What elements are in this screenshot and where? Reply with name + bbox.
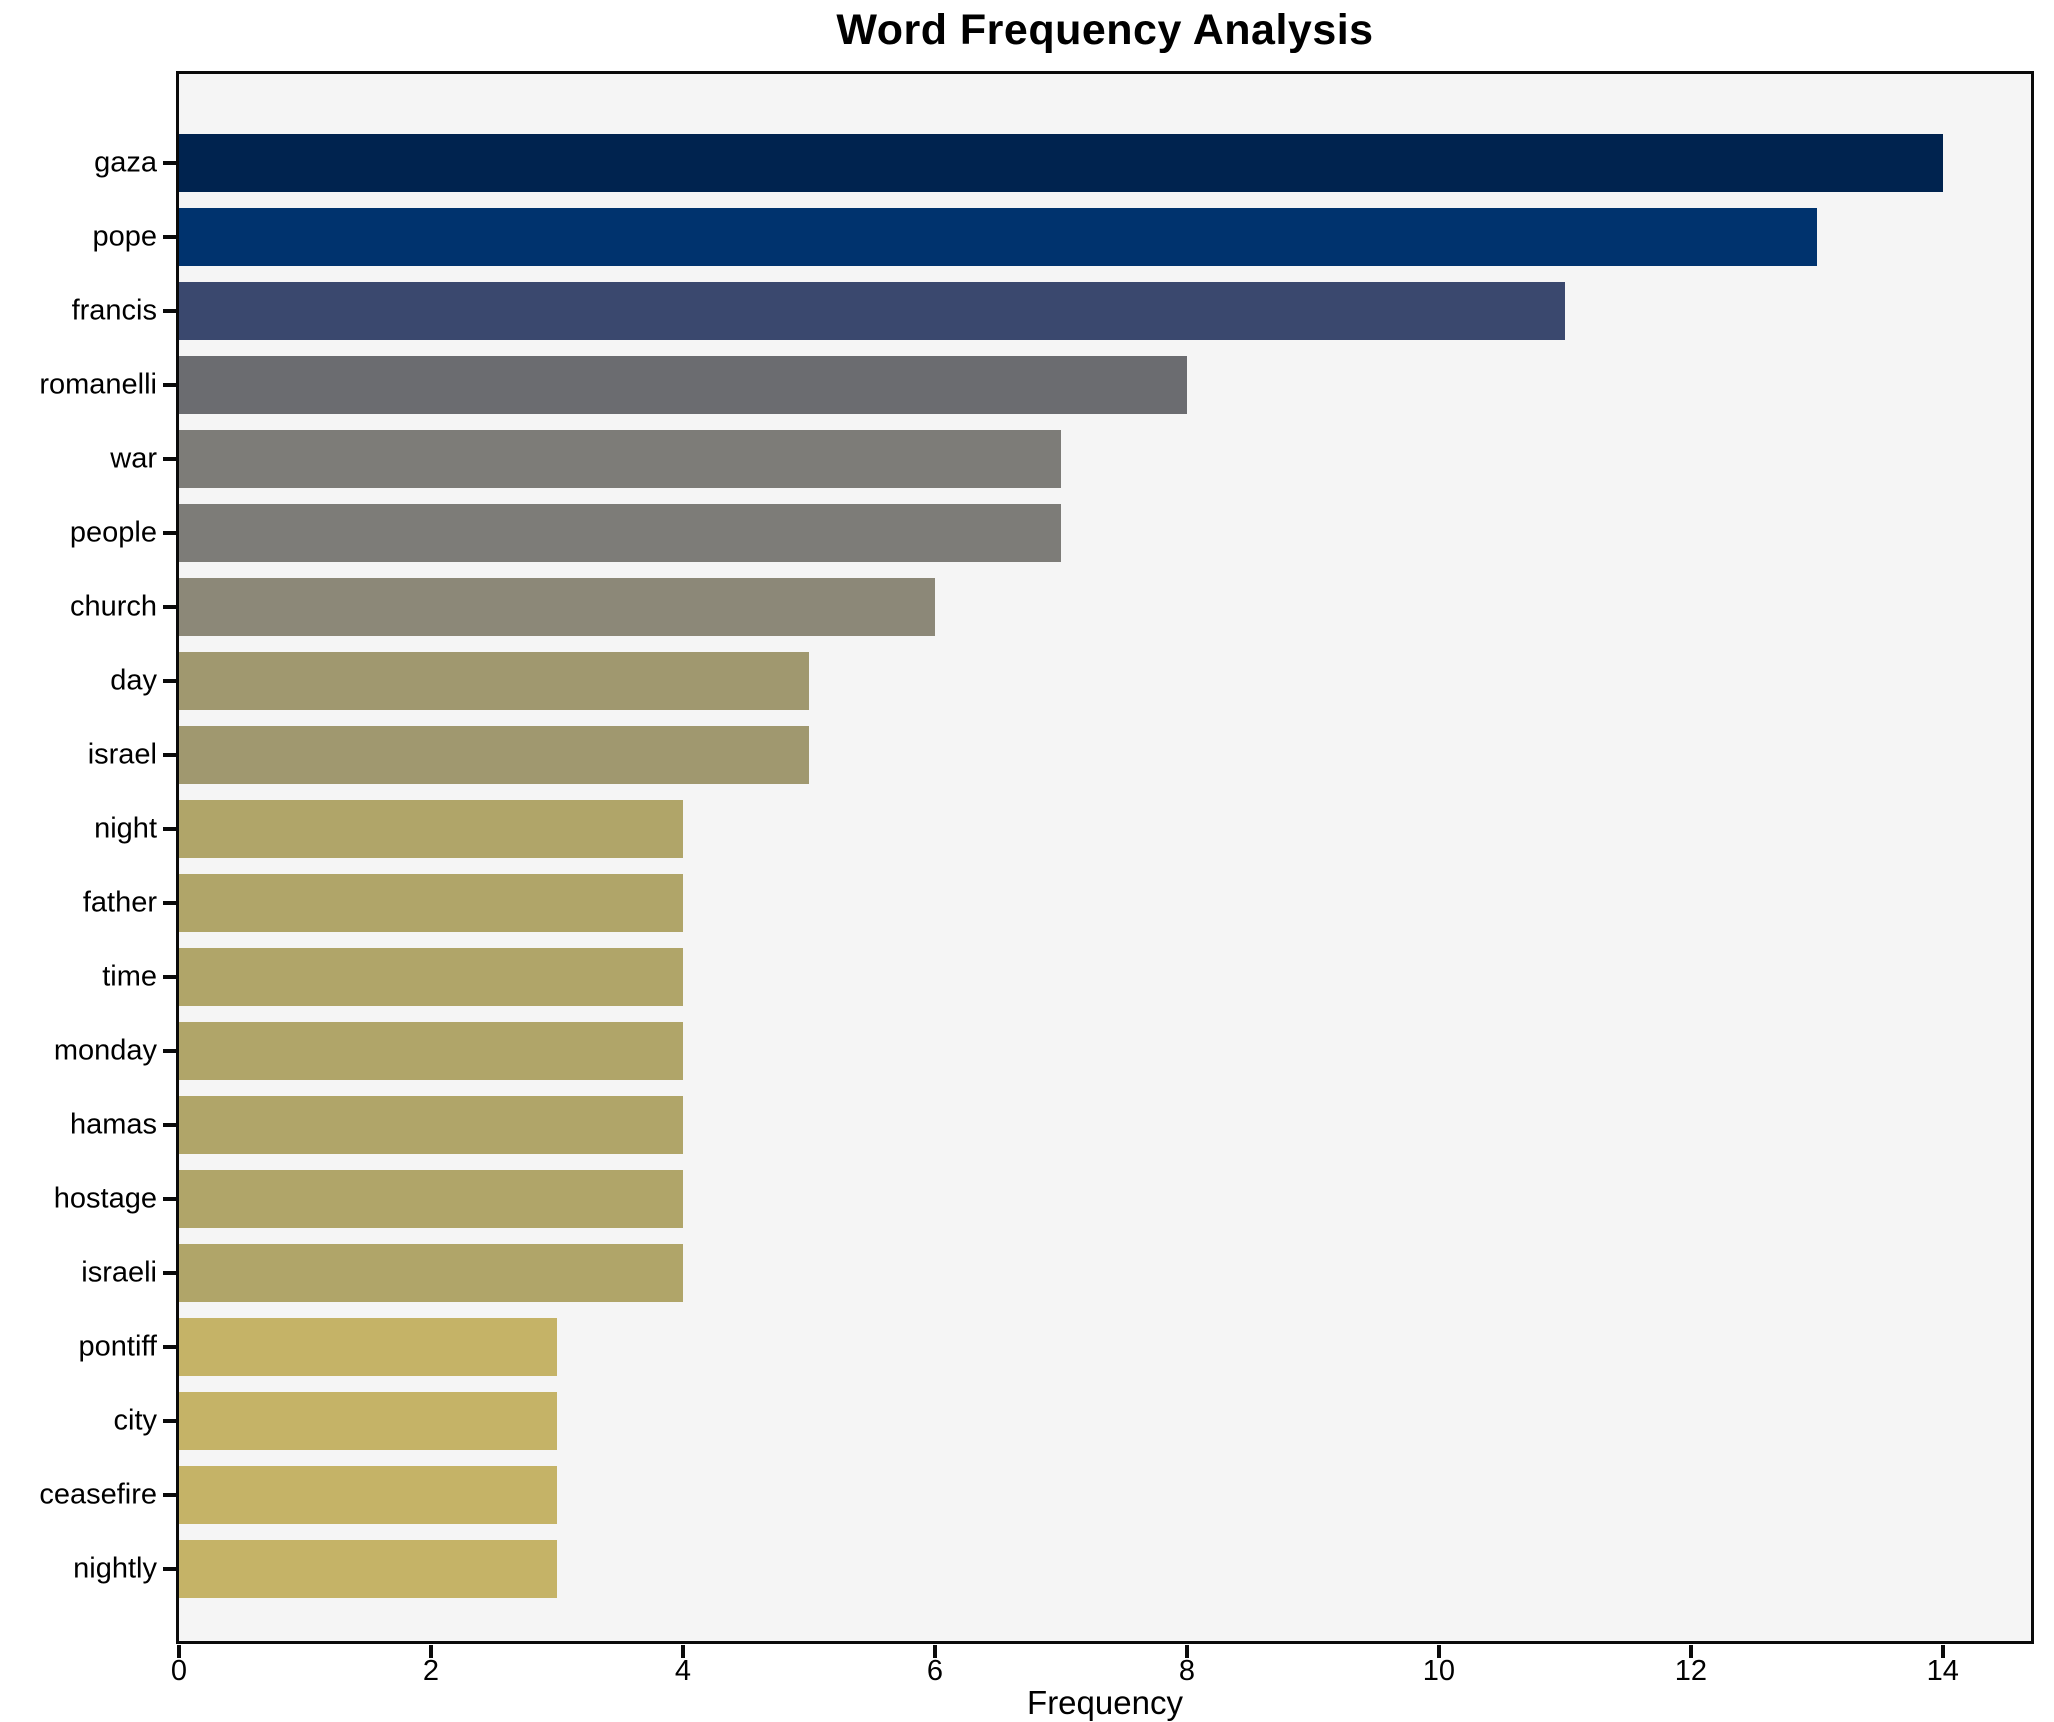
x-tick-mark — [1688, 1645, 1693, 1658]
bar-row: monday — [54, 1014, 2031, 1088]
y-tick-label: hostage — [53, 1182, 157, 1215]
x-tick-mark — [428, 1645, 433, 1658]
bar-francis — [179, 282, 1565, 340]
plot-area: gaza pope francis romanelli war people church d… — [39, 71, 2034, 1687]
y-tick-mark — [163, 383, 176, 387]
bar-row: pontiff — [79, 1310, 2031, 1384]
y-tick-label: pontiff — [78, 1330, 157, 1363]
bar-people — [179, 504, 1061, 562]
y-tick-mark — [163, 901, 176, 905]
bar-romanelli — [179, 356, 1187, 414]
y-tick-label: romanelli — [39, 368, 157, 401]
bar-night — [179, 800, 683, 858]
y-tick-label: francis — [71, 294, 157, 327]
y-tick-mark — [163, 531, 176, 535]
bar-hamas — [179, 1096, 683, 1154]
bar-row: city — [114, 1384, 2031, 1458]
x-tick-mark — [1436, 1645, 1441, 1658]
bar-father — [179, 874, 683, 932]
bar-israeli — [179, 1244, 683, 1302]
bar-row: pope — [92, 200, 2031, 274]
bar-row: ceasefire — [39, 1458, 2031, 1532]
y-tick-label: nightly — [73, 1552, 157, 1585]
bar-church — [179, 578, 935, 636]
bar-hostage — [179, 1170, 683, 1228]
y-tick-label: pope — [92, 220, 157, 253]
y-tick-mark — [163, 1567, 176, 1571]
chart-title: Word Frequency Analysis — [836, 6, 1374, 54]
bar-row: israel — [88, 718, 2031, 792]
y-tick-label: hamas — [69, 1108, 157, 1141]
bar-row: day — [110, 644, 2031, 718]
x-axis-label: Frequency — [1027, 1684, 1183, 1721]
y-tick-mark — [163, 161, 176, 165]
y-tick-label: israel — [87, 738, 157, 771]
bar-row: romanelli — [39, 348, 2031, 422]
y-tick-mark — [163, 679, 176, 683]
bar-row: church — [70, 570, 2031, 644]
x-tick-mark — [680, 1645, 685, 1658]
y-tick-label: day — [110, 664, 157, 697]
bar-row: francis — [72, 274, 2031, 348]
y-tick-label: church — [69, 590, 157, 623]
y-tick-label: gaza — [94, 146, 157, 179]
bar-day — [179, 652, 809, 710]
y-tick-mark — [163, 457, 176, 461]
bar-time — [179, 948, 683, 1006]
bar-row: hostage — [54, 1162, 2031, 1236]
y-tick-mark — [163, 1345, 176, 1349]
bar-row: israeli — [81, 1236, 2031, 1310]
y-tick-mark — [163, 1419, 176, 1423]
bar-row: hamas — [70, 1088, 2031, 1162]
y-tick-label: city — [113, 1404, 158, 1437]
x-tick-mark — [932, 1645, 937, 1658]
bar-row: nightly — [73, 1532, 2031, 1606]
y-tick-mark — [163, 1271, 176, 1275]
y-tick-mark — [163, 1197, 176, 1201]
bar-row: time — [102, 940, 2031, 1014]
bar-nightly — [179, 1540, 557, 1598]
x-tick-mark — [1184, 1645, 1189, 1658]
bar-war — [179, 430, 1061, 488]
bar-rows: gaza pope francis romanelli war people church d… — [39, 74, 2031, 1641]
y-tick-label: monday — [53, 1034, 157, 1067]
x-tick-mark — [1940, 1645, 1945, 1658]
bar-row: night — [94, 792, 2031, 866]
bar-row: people — [70, 496, 2031, 570]
y-tick-label: people — [69, 516, 157, 549]
y-tick-mark — [163, 827, 176, 831]
bar-pope — [179, 208, 1817, 266]
bar-ceasefire — [179, 1466, 557, 1524]
bar-israel — [179, 726, 809, 784]
y-tick-label: war — [110, 442, 157, 475]
y-tick-mark — [163, 1493, 176, 1497]
y-tick-label: ceasefire — [39, 1478, 157, 1511]
y-tick-label: israeli — [81, 1256, 157, 1289]
y-tick-label: father — [82, 886, 157, 919]
bar-row: war — [110, 422, 2031, 496]
bar-row: gaza — [94, 126, 2031, 200]
bar-gaza — [179, 134, 1943, 192]
y-tick-mark — [163, 1049, 176, 1053]
y-tick-mark — [163, 309, 176, 313]
y-tick-mark — [163, 605, 176, 609]
y-tick-mark — [163, 753, 176, 757]
y-tick-mark — [163, 975, 176, 979]
bar-row: father — [83, 866, 2031, 940]
y-tick-label: night — [94, 812, 157, 845]
bar-pontiff — [179, 1318, 557, 1376]
y-tick-label: time — [102, 960, 157, 993]
bar-monday — [179, 1022, 683, 1080]
y-tick-mark — [163, 235, 176, 239]
bar-city — [179, 1392, 557, 1450]
y-tick-mark — [163, 1123, 176, 1127]
x-tick-mark — [177, 1645, 181, 1658]
